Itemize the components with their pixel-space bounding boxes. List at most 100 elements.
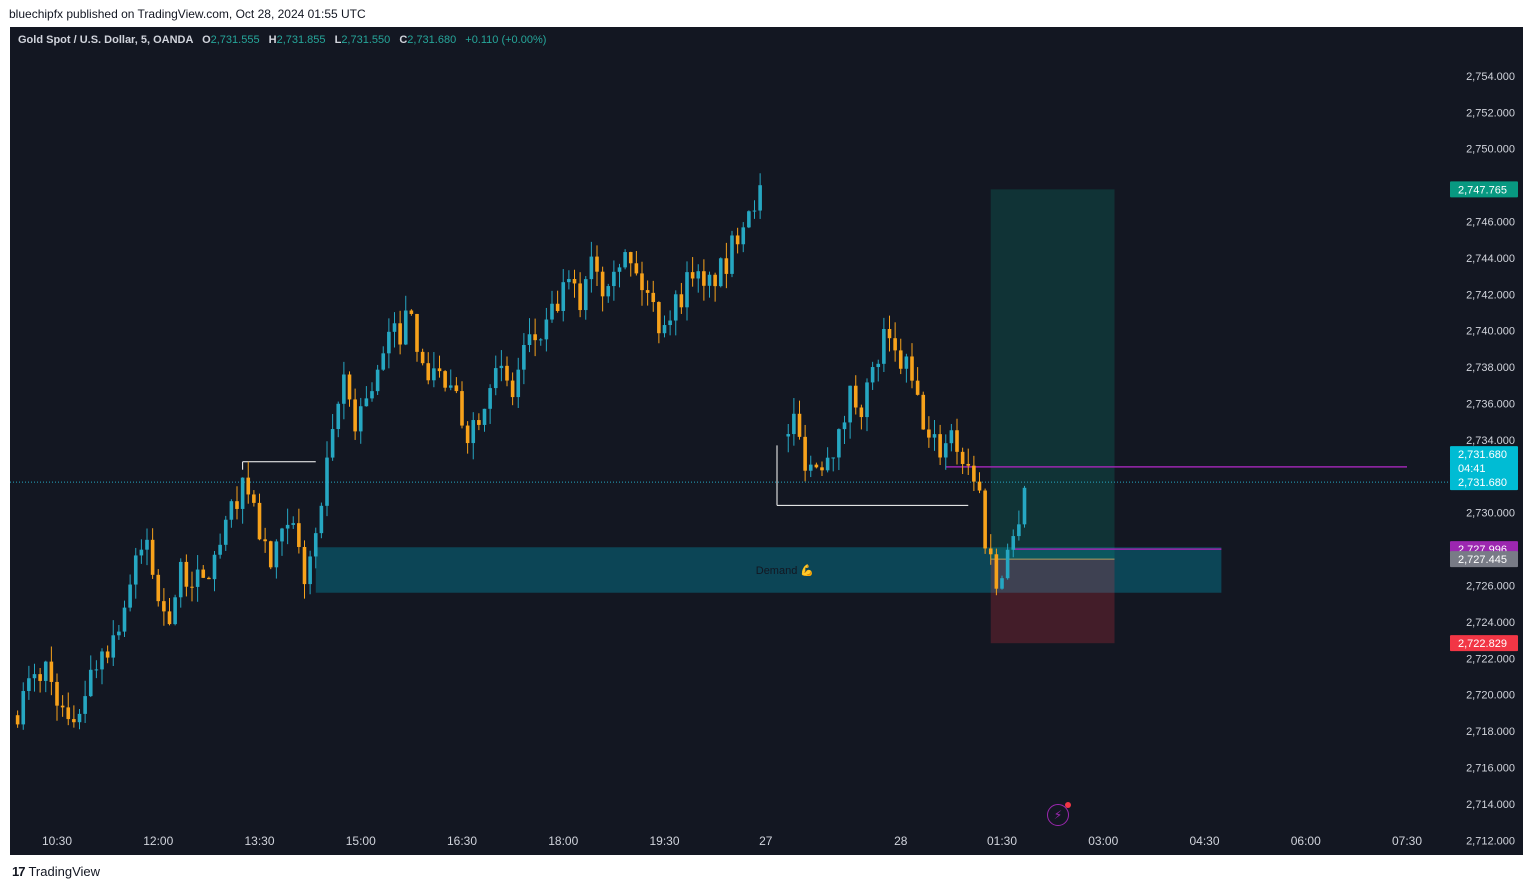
y-tick-label: 2,726.000: [1466, 580, 1515, 592]
candle-body: [375, 369, 380, 392]
candle-body: [167, 611, 172, 625]
candle-body: [246, 477, 251, 495]
candle-body: [60, 705, 65, 708]
tradingview-logo-icon: 17: [12, 864, 26, 879]
candle-body: [325, 457, 329, 506]
price-chart[interactable]: Demand 💪 2,712.000 2,714.000 2,716.000 2,718…: [10, 27, 1523, 855]
candle-body: [105, 651, 110, 658]
x-tick-label: 15:00: [346, 834, 376, 848]
candle-body: [786, 434, 791, 437]
candle-body: [364, 398, 369, 407]
candle-body: [94, 669, 99, 671]
y-tick-label: 2,736.000: [1466, 398, 1515, 410]
y-tick-label: 2,718.000: [1466, 726, 1515, 738]
candle-body: [758, 185, 762, 211]
candle-body: [437, 368, 442, 372]
price-label-countdown: 04:41: [1458, 463, 1486, 475]
candle-body: [240, 477, 245, 509]
candle-body: [207, 577, 211, 580]
x-tick-label: 03:00: [1088, 834, 1118, 848]
candle-body: [859, 407, 864, 418]
price-label-stop: 2,722.829: [1458, 638, 1507, 650]
x-tick-label: 28: [894, 834, 908, 848]
candle-body: [949, 430, 954, 444]
lightning-icon[interactable]: ⚡: [1047, 802, 1071, 826]
candle-body: [825, 457, 830, 471]
candle-body: [735, 235, 740, 245]
candle-body: [848, 385, 852, 423]
y-tick-label: 2,738.000: [1466, 362, 1515, 374]
candle-body: [347, 374, 352, 400]
candle-body: [842, 422, 847, 430]
candle-body: [218, 544, 222, 555]
candle-body: [505, 365, 509, 381]
candle-body: [673, 294, 678, 321]
candle-body: [420, 351, 425, 364]
candle-body: [921, 394, 926, 430]
candle-body: [600, 271, 605, 297]
candle-body: [578, 283, 582, 311]
candle-body: [910, 356, 914, 381]
candle-body: [831, 457, 836, 459]
candle-body: [358, 406, 363, 432]
candle-body: [133, 555, 138, 585]
candle-body: [336, 403, 341, 430]
x-tick-label: 10:30: [42, 834, 72, 848]
footer-branding[interactable]: 17 TradingView: [12, 864, 100, 879]
y-tick-label: 2,712.000: [1466, 835, 1515, 847]
candle-body: [72, 719, 76, 723]
candle-body: [977, 481, 982, 491]
candle-body: [713, 274, 717, 287]
y-tick-label: 2,742.000: [1466, 289, 1515, 301]
candle-body: [690, 272, 695, 279]
candle-body: [752, 210, 757, 212]
candle-body: [634, 263, 639, 274]
price-scale: [1451, 27, 1523, 855]
candle-body: [387, 331, 391, 354]
candle-body: [43, 661, 48, 681]
candle-body: [1000, 578, 1004, 589]
candle-body: [904, 356, 909, 369]
candle-body: [685, 272, 689, 308]
candle-body: [201, 569, 206, 578]
candle-body: [527, 334, 532, 346]
price-label-target: 2,747.765: [1458, 184, 1507, 196]
y-tick-label: 2,716.000: [1466, 762, 1515, 774]
x-tick-label: 19:30: [649, 834, 679, 848]
candle-body: [966, 463, 971, 466]
candle-body: [150, 539, 155, 575]
candle-body: [595, 256, 599, 272]
y-tick-label: 2,754.000: [1466, 71, 1515, 83]
candle-body: [88, 669, 93, 697]
candle-body: [628, 252, 633, 264]
close-label: C: [399, 34, 408, 46]
candle-body: [870, 367, 875, 383]
candle-body: [679, 294, 684, 308]
candle-body: [730, 235, 734, 274]
candle-body: [55, 681, 59, 706]
candle-body: [612, 271, 616, 287]
candle-body: [409, 310, 414, 314]
price-label-last-top: 2,731.680: [1458, 449, 1507, 461]
candle-body: [302, 546, 307, 585]
candle-body: [887, 328, 892, 339]
candle-body: [561, 282, 566, 311]
candle-body: [550, 303, 554, 320]
x-tick-label: 12:00: [143, 834, 173, 848]
candle-body: [263, 539, 267, 542]
candle-body: [280, 528, 284, 542]
candle-body: [353, 399, 357, 432]
candle-body: [460, 391, 464, 426]
candle-body: [482, 408, 487, 425]
candle-body: [718, 258, 723, 287]
candle-body: [83, 696, 87, 714]
open-value: 2,731.555: [210, 34, 260, 46]
candle-body: [1011, 536, 1016, 550]
candle-body: [572, 279, 577, 284]
x-tick-label: 16:30: [447, 834, 477, 848]
candle-body: [448, 385, 453, 388]
candle-body: [32, 674, 37, 679]
chart-area[interactable]: Demand 💪 2,712.000 2,714.000 2,716.000 2,718…: [10, 27, 1523, 855]
price-label-box: [1450, 446, 1518, 463]
candle-body: [533, 334, 537, 341]
